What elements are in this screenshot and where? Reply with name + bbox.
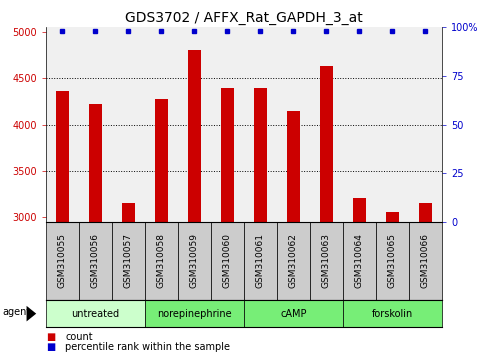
Bar [46,222,79,300]
Text: GSM310057: GSM310057 [124,233,133,289]
Bar [386,212,399,222]
Text: percentile rank within the sample: percentile rank within the sample [65,342,230,352]
Title: GDS3702 / AFFX_Rat_GAPDH_3_at: GDS3702 / AFFX_Rat_GAPDH_3_at [125,11,363,25]
Bar [145,222,178,300]
Bar [122,204,135,222]
Text: forskolin: forskolin [372,309,413,319]
Bar [376,222,409,300]
Text: GSM310066: GSM310066 [421,233,430,289]
Text: GSM310058: GSM310058 [157,233,166,289]
Bar [419,204,432,222]
Text: count: count [65,332,93,342]
Text: agent: agent [2,307,30,317]
Text: untreated: untreated [71,309,119,319]
Bar [409,222,442,300]
Bar [244,222,277,300]
Bar [277,222,310,300]
Text: GSM310062: GSM310062 [289,233,298,289]
Bar [343,300,442,327]
Text: ■: ■ [46,342,55,352]
Bar [310,222,343,300]
Bar [46,300,145,327]
Bar [112,222,145,300]
Bar [188,50,201,222]
Text: GSM310055: GSM310055 [58,233,67,289]
Bar [287,111,300,222]
Bar [353,198,366,222]
Polygon shape [27,306,36,321]
Bar [320,66,333,222]
Bar [211,222,244,300]
Bar [56,91,69,222]
Text: GSM310056: GSM310056 [91,233,100,289]
Bar [254,88,267,222]
Text: GSM310061: GSM310061 [256,233,265,289]
Text: GSM310065: GSM310065 [388,233,397,289]
Bar [221,87,234,222]
Text: GSM310060: GSM310060 [223,233,232,289]
Text: GSM310063: GSM310063 [322,233,331,289]
Text: GSM310059: GSM310059 [190,233,199,289]
Bar [155,99,168,222]
Bar [79,222,112,300]
Bar [178,222,211,300]
Bar [343,222,376,300]
Text: norepinephrine: norepinephrine [157,309,232,319]
Text: GSM310064: GSM310064 [355,233,364,289]
Text: cAMP: cAMP [280,309,307,319]
Bar [89,104,102,222]
Text: ■: ■ [46,332,55,342]
Bar [145,300,244,327]
Bar [244,300,343,327]
